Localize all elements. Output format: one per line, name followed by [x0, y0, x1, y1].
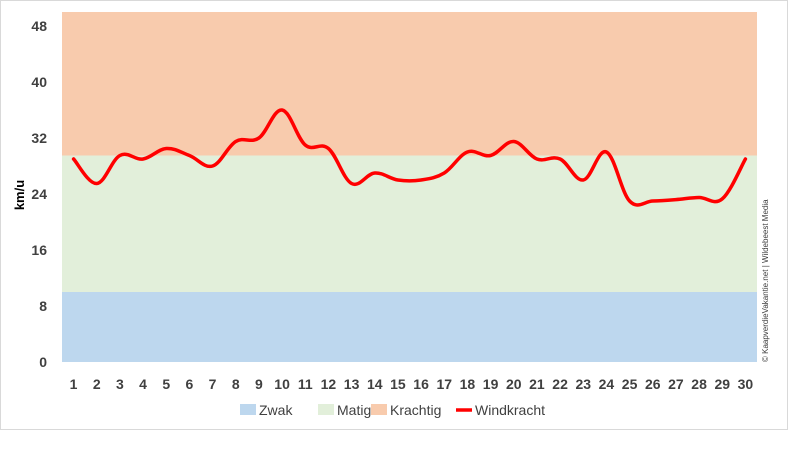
x-tick-label: 24 — [599, 376, 615, 392]
x-tick-label: 26 — [645, 376, 661, 392]
legend-label: Windkracht — [475, 402, 545, 418]
legend-item-matig: Matig — [318, 402, 371, 418]
x-tick-label: 29 — [714, 376, 730, 392]
legend-swatch — [371, 404, 387, 415]
x-tick-label: 30 — [738, 376, 754, 392]
x-tick-label: 2 — [93, 376, 101, 392]
band-matig — [62, 155, 757, 292]
x-tick-label: 17 — [436, 376, 452, 392]
x-tick-label: 9 — [255, 376, 263, 392]
x-tick-label: 3 — [116, 376, 124, 392]
x-tick-label: 23 — [575, 376, 591, 392]
x-tick-label: 18 — [460, 376, 476, 392]
legend-item-zwak: Zwak — [240, 402, 293, 418]
x-tick-label: 4 — [139, 376, 147, 392]
legend-item-windkracht: Windkracht — [456, 402, 545, 418]
band-zwak — [62, 292, 757, 362]
x-tick-label: 22 — [552, 376, 568, 392]
y-axis-label: km/u — [12, 180, 27, 210]
x-tick-label: 8 — [232, 376, 240, 392]
y-axis: 0 8 16 24 32 40 48 — [31, 18, 47, 370]
legend: Zwak Matig Krachtig Windkracht — [240, 402, 545, 418]
legend-item-krachtig: Krachtig — [371, 402, 441, 418]
x-tick-label: 13 — [344, 376, 360, 392]
y-tick-label: 32 — [31, 130, 47, 146]
credit-text: © KaapverdieVakantie.net | Wildebeest Me… — [761, 199, 770, 362]
x-tick-label: 14 — [367, 376, 383, 392]
x-tick-label: 5 — [162, 376, 170, 392]
series-line-windkracht — [71, 108, 748, 207]
x-tick-label: 21 — [529, 376, 545, 392]
x-tick-label: 27 — [668, 376, 684, 392]
x-tick-label: 20 — [506, 376, 522, 392]
series-layer — [71, 108, 748, 207]
y-tick-label: 16 — [31, 242, 47, 258]
x-tick-label: 16 — [413, 376, 429, 392]
x-tick-label: 15 — [390, 376, 406, 392]
x-tick-label: 11 — [298, 376, 313, 392]
y-tick-label: 24 — [31, 186, 47, 202]
x-tick-label: 25 — [622, 376, 638, 392]
legend-swatch — [240, 404, 256, 415]
x-tick-label: 28 — [691, 376, 707, 392]
band-krachtig — [62, 12, 757, 156]
x-tick-label: 6 — [186, 376, 194, 392]
y-tick-label: 40 — [31, 74, 47, 90]
y-tick-label: 48 — [31, 18, 47, 34]
legend-swatch — [318, 404, 334, 415]
bands-layer — [62, 12, 757, 362]
x-tick-label: 12 — [321, 376, 337, 392]
x-tick-label: 7 — [209, 376, 217, 392]
legend-label: Krachtig — [390, 402, 441, 418]
legend-label: Matig — [337, 402, 371, 418]
x-axis: 1 2 3 4 5 6 7 8 9 10 11 12 13 14 15 16 17 18 19 20 21 22 23 24 2… — [70, 376, 754, 392]
y-tick-label: 0 — [39, 354, 47, 370]
x-tick-label: 10 — [274, 376, 290, 392]
legend-label: Zwak — [259, 402, 293, 418]
y-tick-label: 8 — [39, 298, 47, 314]
x-tick-label: 19 — [483, 376, 499, 392]
x-tick-label: 1 — [70, 376, 78, 392]
